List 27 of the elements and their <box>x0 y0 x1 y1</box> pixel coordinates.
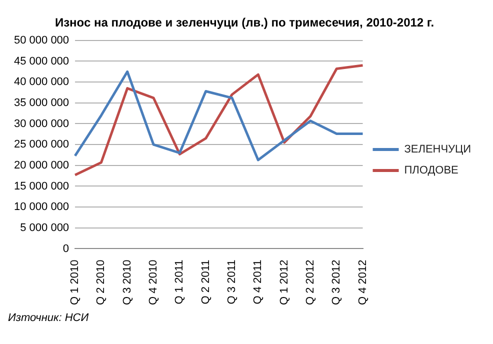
y-tick-label: 10 000 000 <box>14 201 70 214</box>
x-tick-label: Q 4 2010 <box>148 260 160 306</box>
x-tick-label: Q 1 2011 <box>174 260 186 304</box>
y-tick-label: 0 <box>62 242 70 255</box>
x-tick-label: Q 2 2011 <box>200 260 212 304</box>
y-tick-label: 45 000 000 <box>14 55 70 68</box>
x-tick-label: Q 1 2012 <box>278 260 290 306</box>
x-tick-label: Q 3 2010 <box>121 260 134 306</box>
y-tick-label: 15 000 000 <box>14 180 70 192</box>
x-tick-label: Q 4 2012 <box>356 260 369 306</box>
x-tick-label: Q 4 2011 <box>252 260 264 304</box>
chart-title: Износ на плодове и зеленчуци (лв.) по тримесечия, 2010-2012 г. <box>54 16 434 30</box>
y-tick-label: 30 000 000 <box>14 118 70 130</box>
text: Източник: НСИ <box>8 312 90 324</box>
x-tick-label: Q 2 2010 <box>95 260 108 306</box>
y-tick-label: 25 000 000 <box>14 138 70 151</box>
y-tick-label: 40 000 000 <box>14 76 70 88</box>
x-tick-label: Q 1 2010 <box>69 260 82 306</box>
y-tick-label: 50 000 000 <box>14 34 70 46</box>
y-tick-label: 5 000 000 <box>20 222 70 234</box>
x-tick-label: Q 3 2012 <box>330 260 343 306</box>
y-tick-label: 20 000 000 <box>14 159 70 172</box>
legend-label: ЗЕЛЕНЧУЦИ <box>404 144 472 156</box>
x-tick-label: Q 2 2012 <box>304 260 316 306</box>
y-tick-label: 35 000 000 <box>14 96 70 109</box>
x-tick-label: Q 3 2011 <box>226 260 238 304</box>
legend-label: ПЛОДОВЕ <box>404 164 458 177</box>
